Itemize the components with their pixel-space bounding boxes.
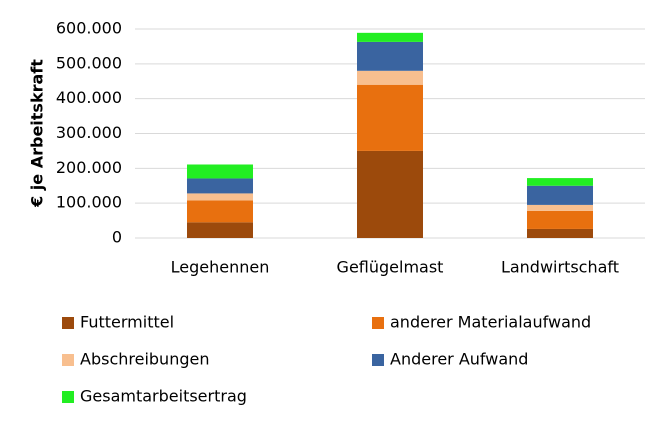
y-tick-label: 400.000: [56, 88, 122, 107]
legend-label: anderer Materialaufwand: [390, 313, 591, 332]
bar-segment: [187, 178, 253, 194]
y-tick-label: 100.000: [56, 193, 122, 212]
bar-segment: [357, 150, 423, 238]
bar-segment: [527, 185, 593, 205]
legend-swatch: [372, 317, 384, 329]
y-tick-label: 500.000: [56, 53, 122, 72]
bar-segment: [187, 222, 253, 238]
legend-swatch: [372, 354, 384, 366]
y-tick-label: 300.000: [56, 123, 122, 142]
legend-swatch: [62, 391, 74, 403]
bar-segment: [527, 178, 593, 186]
x-tick-label: Legehennen: [171, 258, 270, 277]
x-tick-label: Landwirtschaft: [501, 258, 619, 277]
bar-segment: [187, 193, 253, 201]
bar-segment: [527, 228, 593, 238]
y-axis-label: € je Arbeitskraft: [28, 59, 47, 208]
legend-label: Gesamtarbeitsertrag: [80, 387, 247, 406]
bar-segment: [527, 204, 593, 211]
legend-label: Abschreibungen: [80, 350, 209, 369]
y-tick-label: 200.000: [56, 158, 122, 177]
legend-label: Anderer Aufwand: [390, 350, 528, 369]
bar-segment: [357, 32, 423, 42]
bar-segment: [357, 41, 423, 71]
bar-segment: [527, 210, 593, 229]
y-tick-label: 0: [112, 228, 122, 247]
bar-segment: [357, 84, 423, 151]
bar-segment: [187, 200, 253, 223]
bar-segment: [357, 70, 423, 85]
y-tick-label: 600.000: [56, 19, 122, 38]
legend-swatch: [62, 317, 74, 329]
legend-label: Futtermittel: [80, 313, 174, 332]
legend-swatch: [62, 354, 74, 366]
x-tick-label: Geflügelmast: [337, 258, 444, 277]
bar-segment: [187, 164, 253, 179]
